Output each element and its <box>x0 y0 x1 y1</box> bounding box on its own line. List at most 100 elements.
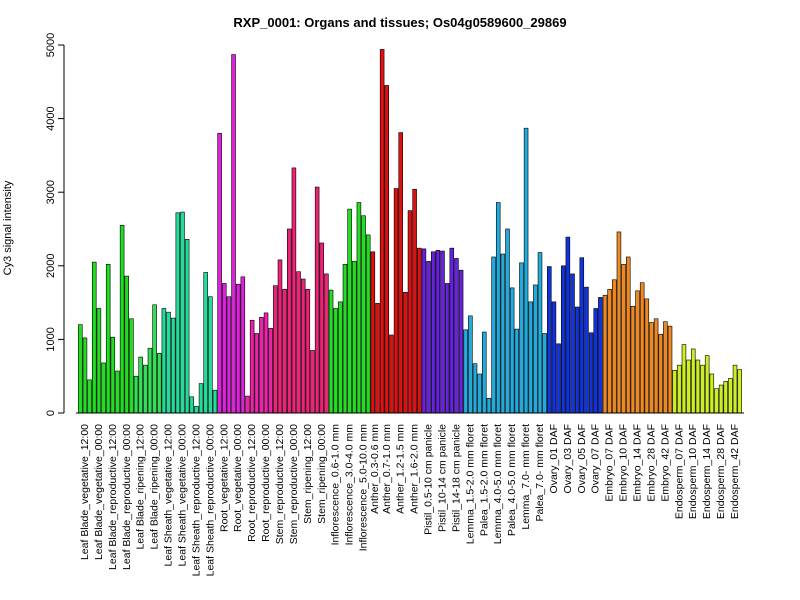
x-tick-label: Ovary_01 DAF <box>548 424 560 493</box>
x-tick-label: Anther_1.2-1.5 mm <box>395 424 407 514</box>
bar <box>644 298 650 414</box>
bar <box>342 264 348 414</box>
bar <box>723 381 728 414</box>
x-tick-label: Ovary_05 DAF <box>576 424 588 493</box>
x-tick-label: Lemma_4.0-5.0 mm floret <box>492 424 504 544</box>
bar <box>194 406 199 414</box>
bar <box>263 312 269 414</box>
bar <box>732 364 738 414</box>
bar <box>639 282 645 414</box>
bar <box>737 369 742 414</box>
bar <box>709 373 715 414</box>
bar <box>291 167 297 414</box>
bar <box>389 334 394 414</box>
bar <box>365 234 371 414</box>
bar <box>300 278 306 414</box>
bar <box>101 362 106 414</box>
bar <box>528 301 533 414</box>
bar <box>180 211 185 414</box>
x-tick-label: Leaf Blade_vegetative_00:00 <box>93 424 105 560</box>
x-tick-label: Pistil_0.5-10 cm panicle <box>423 424 435 535</box>
bar <box>421 248 427 414</box>
x-tick-label: Leaf Blade_reproductive_00:00 <box>121 424 133 570</box>
x-tick-label: Embryo_07 DAF <box>604 424 616 502</box>
bar <box>333 308 338 414</box>
bar <box>468 315 473 414</box>
bar <box>653 318 659 414</box>
bar <box>310 350 315 414</box>
bar <box>166 311 171 414</box>
bar <box>110 336 116 414</box>
bar <box>612 279 617 414</box>
bar <box>212 389 218 414</box>
x-tick-label: Endosperm_28 DAF <box>715 424 727 519</box>
bar <box>143 364 148 414</box>
bar <box>119 225 125 414</box>
x-tick-label: Stem_ripening_12:00 <box>302 424 314 524</box>
bar <box>319 242 325 414</box>
x-tick-label: Root_reproductive_00:00 <box>260 424 272 542</box>
bar <box>584 286 589 414</box>
chart-title: RXP_0001: Organs and tissues; Os04g05896… <box>233 15 566 30</box>
bar <box>486 397 492 414</box>
x-tick-label: Stem_reproductive_00:00 <box>288 424 300 544</box>
bar <box>370 251 376 414</box>
bar <box>184 239 190 414</box>
bar <box>147 347 153 414</box>
bar <box>718 384 724 414</box>
bar <box>542 333 547 414</box>
bar <box>686 359 691 414</box>
x-tick-label: Embryo_42 DAF <box>659 424 671 502</box>
y-axis: 0 1000 2000 3000 4000 5000 <box>45 33 65 416</box>
bar <box>398 132 403 414</box>
bar <box>690 348 696 414</box>
bar <box>138 356 143 414</box>
bar <box>254 333 260 414</box>
bar <box>189 396 195 414</box>
x-tick-label: Palea_4.0-5.0 mm floret <box>506 424 518 536</box>
bar <box>509 287 515 414</box>
bar <box>352 261 357 414</box>
bar <box>547 266 552 414</box>
x-tick-label: Leaf Blade_ripening_00:00 <box>149 424 161 550</box>
bar <box>667 325 673 414</box>
bar <box>296 271 301 414</box>
bar <box>677 364 682 414</box>
x-tick-label: Embryo_14 DAF <box>632 424 644 502</box>
x-tick-label: Anther_1.6-2.0 mm <box>409 424 421 514</box>
x-tick-label: Endosperm_10 DAF <box>687 424 699 519</box>
x-tick-label: Lemma_7.0- mm floret <box>520 424 532 530</box>
y-tick-label: 0 <box>45 410 57 416</box>
bar <box>198 383 204 414</box>
bar <box>87 379 92 414</box>
x-tick-label: Leaf Sheath_vegetative_12:00 <box>163 424 175 567</box>
bar <box>259 317 264 414</box>
bar <box>379 49 385 414</box>
bar <box>672 370 677 414</box>
y-tick-label: 1000 <box>45 327 57 351</box>
bar <box>537 252 543 414</box>
bar <box>514 328 520 414</box>
x-tick-label: Leaf Blade_vegetative_12:00 <box>79 424 91 560</box>
x-tick-label: Pistil_10-14 cm panicle <box>437 424 449 532</box>
bar <box>704 355 710 414</box>
bar <box>226 296 232 414</box>
bar <box>92 261 97 414</box>
bar <box>607 289 612 414</box>
bar <box>579 257 585 414</box>
x-tick-label: Leaf Blade_ripening_12:00 <box>135 424 147 550</box>
x-tick-label: Inflorescence_5.0-10.0 mm <box>358 424 370 551</box>
x-tick-label: Ovary_07 DAF <box>590 424 602 493</box>
bar <box>440 250 445 414</box>
bar <box>593 308 598 414</box>
bar <box>663 321 668 414</box>
bar <box>560 265 566 414</box>
bar <box>245 395 250 414</box>
bar <box>375 303 380 414</box>
bar <box>82 337 88 414</box>
bar <box>523 127 529 414</box>
bar <box>403 291 408 414</box>
bar <box>208 296 213 414</box>
bar <box>444 283 450 414</box>
